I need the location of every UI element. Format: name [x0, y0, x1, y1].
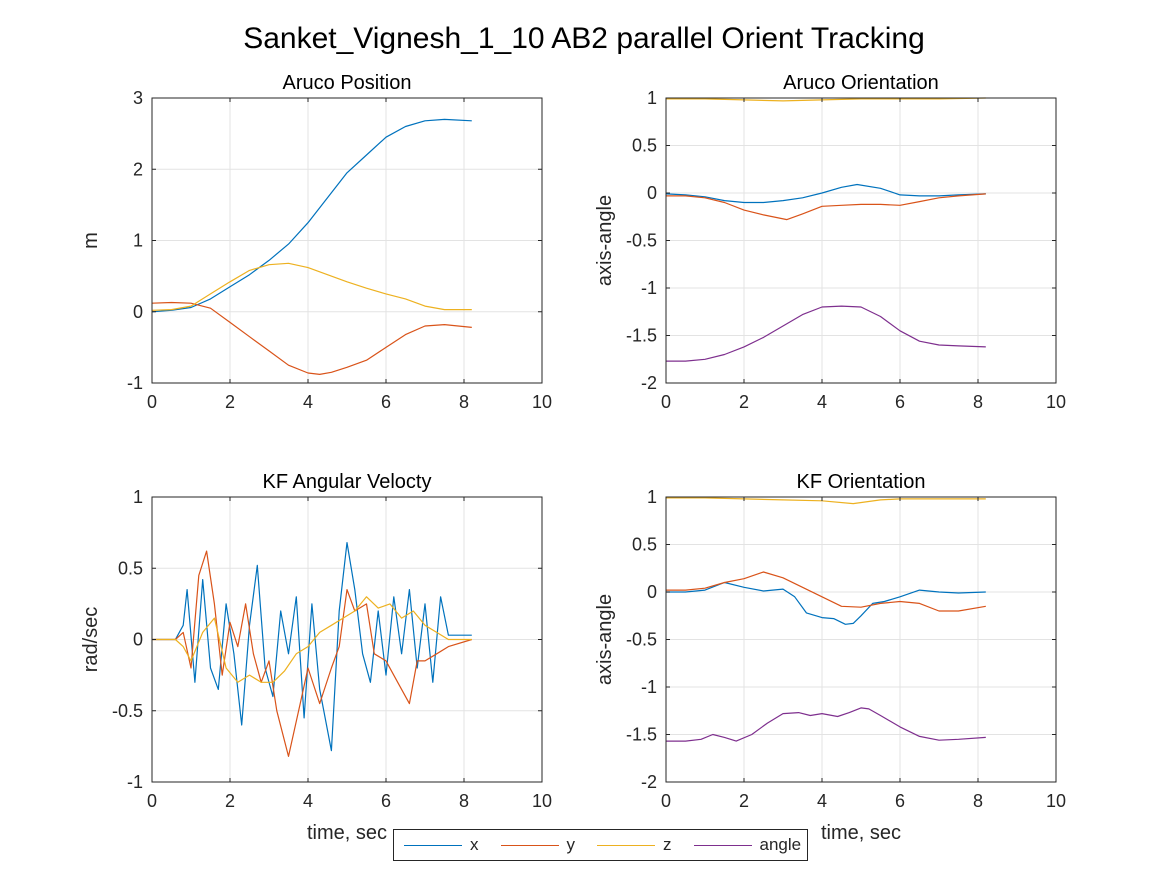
legend-label: y	[566, 835, 576, 854]
x-tick-label: 8	[459, 791, 469, 811]
series-y-line	[666, 571, 986, 612]
subplot-title: KF Angular Velocty	[263, 471, 432, 493]
x-tick-label: 8	[973, 392, 983, 412]
y-axis-label: axis-angle	[594, 195, 616, 286]
x-tick-label: 4	[817, 392, 827, 412]
y-tick-label: -0.5	[112, 701, 143, 721]
legend-item-x: x	[404, 835, 479, 855]
series-z-line	[151, 262, 472, 311]
y-tick-label: -1	[127, 373, 143, 393]
series-x-line	[666, 581, 986, 625]
x-tick-label: 4	[303, 392, 313, 412]
series-x-line	[151, 118, 472, 313]
legend-item-z: z	[597, 835, 672, 855]
y-tick-label: 3	[133, 88, 143, 108]
y-tick-label: 0	[647, 183, 657, 203]
x-tick-label: 0	[661, 791, 671, 811]
series-x-line	[665, 183, 986, 204]
series-x-line	[152, 541, 472, 752]
x-tick-label: 2	[225, 392, 235, 412]
series-y-line	[152, 550, 472, 758]
legend-swatch	[404, 844, 462, 846]
y-tick-label: 2	[133, 159, 143, 179]
x-tick-label: 6	[895, 791, 905, 811]
y-tick-label: 0	[133, 630, 143, 650]
series-angle-line	[666, 707, 986, 742]
y-tick-label: -1.5	[626, 326, 657, 346]
y-tick-label: 0.5	[632, 136, 657, 156]
y-tick-label: -2	[641, 772, 657, 792]
x-tick-label: 2	[739, 392, 749, 412]
legend-label: z	[663, 835, 672, 854]
subplot-3: 0 2 4 6 8 10 -1 -0.5 0 0.5 1 KF Angular Velocty rad/…	[80, 471, 552, 844]
legend-label: angle	[759, 835, 802, 854]
x-tick-label: 6	[895, 392, 905, 412]
x-tick-label: 10	[532, 392, 552, 412]
y-tick-label: 0.5	[632, 535, 657, 555]
legend-swatch	[597, 844, 655, 846]
y-axis-label: rad/sec	[80, 607, 102, 673]
subplot-2: 0 2 4 6 8 10 -2 -1.5 -1 -0.5 0 0.5 1 Aruco Orientatio…	[594, 72, 1066, 412]
series-y-line	[151, 301, 472, 375]
y-tick-label: -1	[641, 278, 657, 298]
x-tick-label: 0	[661, 392, 671, 412]
x-tick-label: 10	[1046, 392, 1066, 412]
x-tick-label: 4	[303, 791, 313, 811]
series-y-line	[666, 193, 986, 221]
legend: x y z angle	[393, 829, 808, 861]
x-tick-label: 6	[381, 392, 391, 412]
series-z-line	[666, 497, 986, 505]
y-tick-label: -1	[641, 677, 657, 697]
y-tick-label: 1	[133, 231, 143, 251]
subplot-title: KF Orientation	[797, 471, 926, 493]
x-tick-label: 2	[739, 791, 749, 811]
y-tick-label: -0.5	[626, 630, 657, 650]
x-tick-label: 4	[817, 791, 827, 811]
legend-item-y: y	[500, 835, 576, 855]
legend-swatch	[693, 844, 752, 846]
y-tick-label: 1	[647, 88, 657, 108]
x-tick-label: 6	[381, 791, 391, 811]
x-tick-label: 0	[147, 392, 157, 412]
x-axis-label: time, sec	[307, 822, 387, 844]
y-tick-label: 1	[647, 487, 657, 507]
x-axis-label: time, sec	[821, 822, 901, 844]
y-tick-label: 0	[647, 582, 657, 602]
y-tick-label: 0	[133, 302, 143, 322]
y-tick-label: 1	[133, 487, 143, 507]
figure-title: Sanket_Vignesh_1_10 AB2 parallel Orient …	[243, 22, 925, 55]
y-tick-label: 0.5	[118, 558, 143, 578]
x-tick-label: 2	[225, 791, 235, 811]
series-angle-line	[666, 305, 986, 362]
subplot-title: Aruco Orientation	[783, 72, 939, 94]
y-tick-label: -1.5	[626, 725, 657, 745]
subplot-title: Aruco Position	[283, 72, 412, 94]
x-tick-label: 10	[1046, 791, 1066, 811]
legend-item-angle: angle	[693, 835, 802, 855]
legend-label: x	[470, 835, 479, 854]
y-axis-label: m	[80, 232, 102, 249]
x-tick-label: 8	[459, 392, 469, 412]
series-z-line	[152, 596, 472, 683]
x-tick-label: 8	[973, 791, 983, 811]
x-tick-label: 10	[532, 791, 552, 811]
y-tick-label: -0.5	[626, 231, 657, 251]
y-axis-label: axis-angle	[594, 594, 616, 685]
y-tick-label: -1	[127, 772, 143, 792]
y-tick-label: -2	[641, 373, 657, 393]
subplot-4: 0 2 4 6 8 10 -2 -1.5 -1 -0.5 0 0.5 1 KF Orientation ax…	[594, 471, 1066, 844]
legend-swatch	[500, 844, 559, 846]
x-tick-label: 0	[147, 791, 157, 811]
